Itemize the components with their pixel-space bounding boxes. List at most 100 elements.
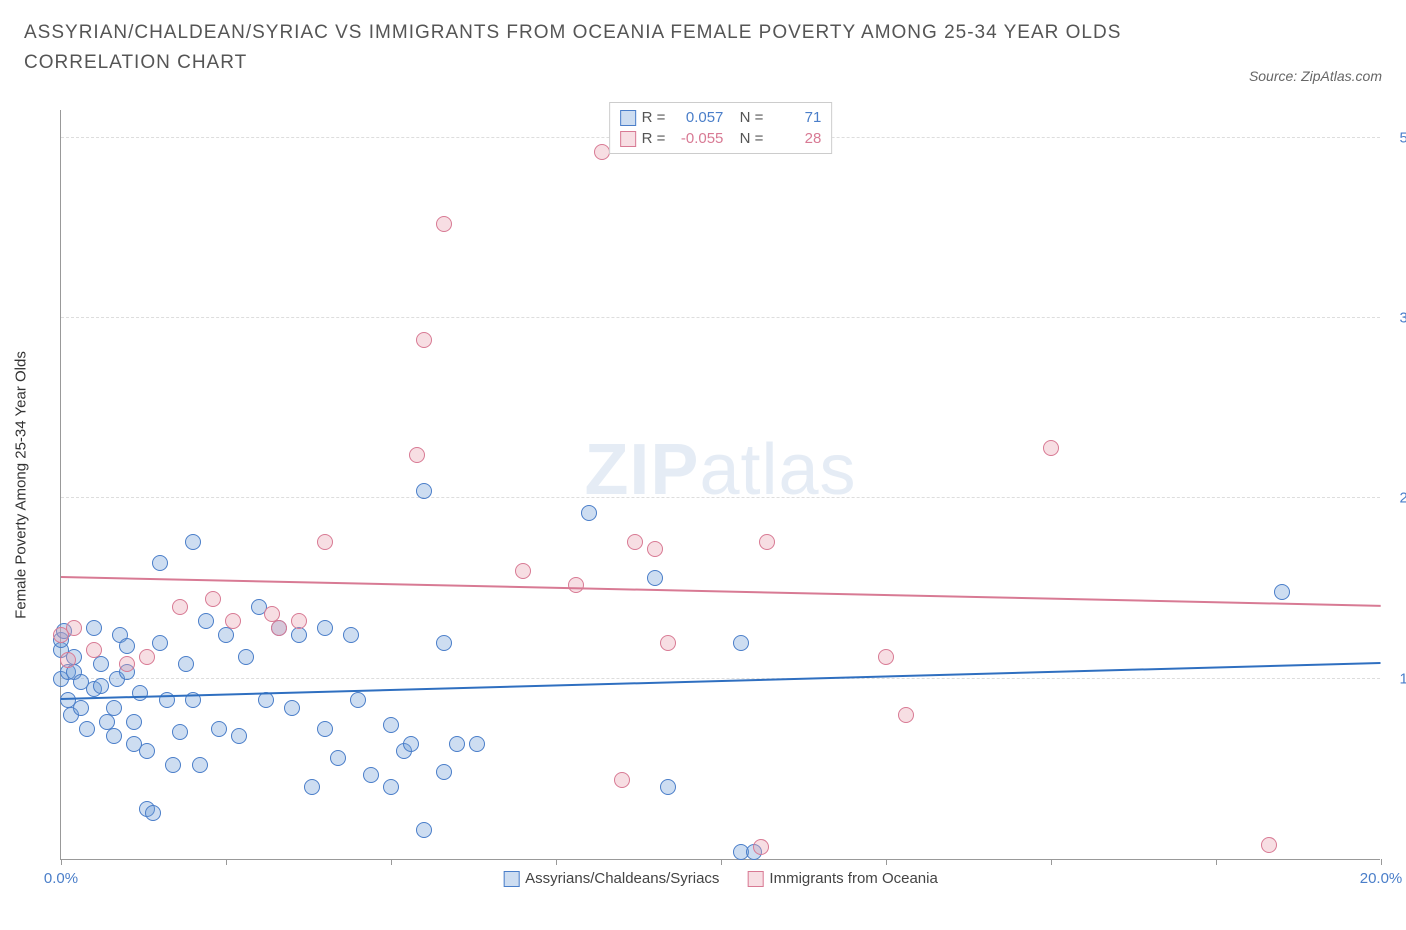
data-point: [647, 541, 663, 557]
data-point: [343, 627, 359, 643]
y-tick-label: 12.5%: [1399, 670, 1406, 687]
data-point: [568, 577, 584, 593]
data-point: [172, 599, 188, 615]
gridline: [61, 497, 1380, 498]
data-point: [753, 839, 769, 855]
data-point: [581, 505, 597, 521]
x-tick: [556, 859, 557, 865]
data-point: [317, 534, 333, 550]
legend-label-0: Assyrians/Chaldeans/Syriacs: [525, 870, 719, 887]
data-point: [165, 757, 181, 773]
data-point: [238, 649, 254, 665]
data-point: [139, 743, 155, 759]
data-point: [317, 721, 333, 737]
data-point: [231, 728, 247, 744]
y-tick-label: 25.0%: [1399, 490, 1406, 507]
data-point: [86, 620, 102, 636]
legend-item-1: Immigrants from Oceania: [747, 870, 937, 887]
data-point: [409, 447, 425, 463]
x-tick: [1051, 859, 1052, 865]
n-value-0: 71: [771, 107, 821, 128]
y-tick-label: 50.0%: [1399, 129, 1406, 146]
data-point: [449, 736, 465, 752]
data-point: [152, 635, 168, 651]
legend-swatch-0: [620, 110, 636, 126]
data-point: [416, 483, 432, 499]
data-point: [198, 613, 214, 629]
data-point: [86, 642, 102, 658]
chart-title: ASSYRIAN/CHALDEAN/SYRIAC VS IMMIGRANTS F…: [24, 18, 1124, 79]
data-point: [317, 620, 333, 636]
y-axis-title: Female Poverty Among 25-34 Year Olds: [13, 351, 30, 619]
data-point: [733, 635, 749, 651]
data-point: [363, 767, 379, 783]
y-tick-label: 37.5%: [1399, 310, 1406, 327]
data-point: [660, 635, 676, 651]
gridline: [61, 317, 1380, 318]
data-point: [79, 721, 95, 737]
gridline: [61, 678, 1380, 679]
data-point: [291, 627, 307, 643]
correlation-legend: R = 0.057 N = 71 R = -0.055 N = 28: [609, 102, 833, 154]
x-tick: [721, 859, 722, 865]
data-point: [383, 779, 399, 795]
data-point: [93, 678, 109, 694]
data-point: [304, 779, 320, 795]
data-point: [416, 332, 432, 348]
data-point: [291, 613, 307, 629]
data-point: [225, 613, 241, 629]
data-point: [350, 692, 366, 708]
x-tick: [391, 859, 392, 865]
data-point: [192, 757, 208, 773]
data-point: [139, 649, 155, 665]
legend-label-1: Immigrants from Oceania: [769, 870, 937, 887]
x-tick: [1381, 859, 1382, 865]
data-point: [119, 638, 135, 654]
data-point: [60, 652, 76, 668]
r-value-0: 0.057: [673, 107, 723, 128]
x-tick: [1216, 859, 1217, 865]
x-tick-label: 20.0%: [1360, 870, 1403, 887]
data-point: [436, 764, 452, 780]
data-point: [436, 216, 452, 232]
legend-swatch-1: [620, 131, 636, 147]
data-point: [271, 620, 287, 636]
source-label: Source: ZipAtlas.com: [1249, 68, 1382, 84]
legend-row-1: R = -0.055 N = 28: [620, 128, 822, 149]
data-point: [614, 772, 630, 788]
data-point: [258, 692, 274, 708]
data-point: [647, 570, 663, 586]
data-point: [1043, 440, 1059, 456]
data-point: [898, 707, 914, 723]
data-point: [145, 805, 161, 821]
data-point: [403, 736, 419, 752]
data-point: [73, 700, 89, 716]
data-point: [878, 649, 894, 665]
data-point: [383, 717, 399, 733]
data-point: [172, 724, 188, 740]
data-point: [66, 620, 82, 636]
data-point: [211, 721, 227, 737]
legend-swatch-icon: [747, 871, 763, 887]
scatter-chart: ZIPatlas Female Poverty Among 25-34 Year…: [60, 110, 1380, 860]
data-point: [1261, 837, 1277, 853]
data-point: [1274, 584, 1290, 600]
data-point: [106, 700, 122, 716]
data-point: [152, 555, 168, 571]
data-point: [119, 656, 135, 672]
data-point: [185, 534, 201, 550]
series-legend: Assyrians/Chaldeans/Syriacs Immigrants f…: [503, 870, 938, 887]
data-point: [469, 736, 485, 752]
data-point: [126, 714, 142, 730]
x-tick-label: 0.0%: [44, 870, 78, 887]
data-point: [178, 656, 194, 672]
data-point: [759, 534, 775, 550]
data-point: [660, 779, 676, 795]
data-point: [93, 656, 109, 672]
data-point: [132, 685, 148, 701]
data-point: [330, 750, 346, 766]
data-point: [205, 591, 221, 607]
data-point: [416, 822, 432, 838]
data-point: [436, 635, 452, 651]
legend-swatch-icon: [503, 871, 519, 887]
